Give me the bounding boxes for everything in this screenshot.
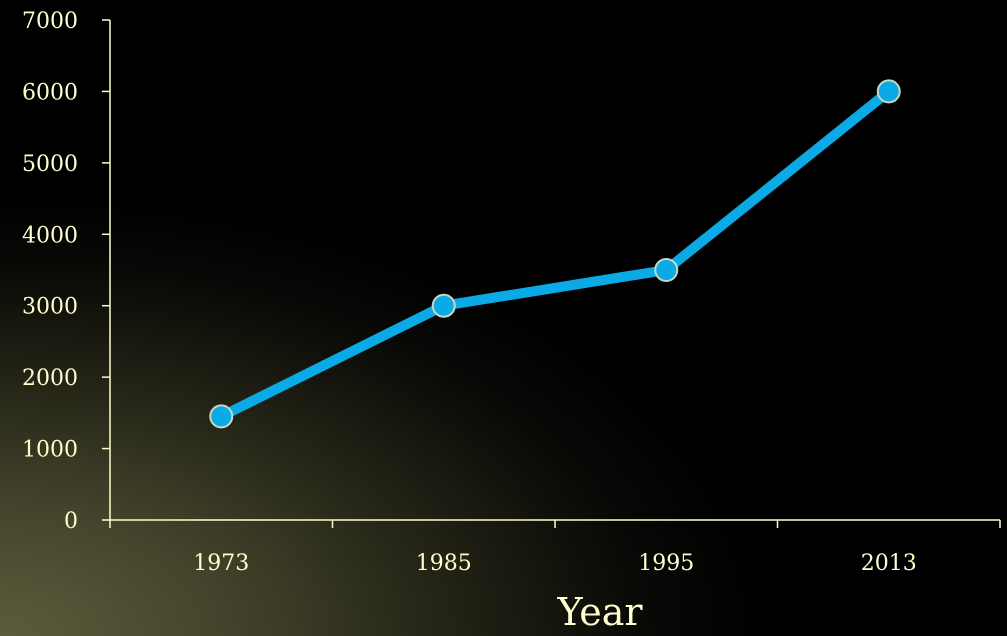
- data-point: [431, 293, 456, 318]
- y-tick-label: 3000: [22, 295, 78, 320]
- y-axis: 0 1000 2000 3000 4000 5000 6000 7000: [22, 9, 111, 534]
- y-tick-label: 1000: [22, 438, 78, 463]
- x-tick-label: 1995: [638, 551, 694, 576]
- y-tick-label: 2000: [22, 366, 78, 391]
- x-tick-label: 2013: [861, 551, 917, 576]
- y-tick-label: 4000: [22, 223, 78, 248]
- x-tick-label: 1985: [416, 551, 472, 576]
- x-tick-label: 1973: [193, 551, 249, 576]
- x-axis-title: Year: [556, 590, 643, 634]
- data-series: [209, 79, 901, 429]
- x-axis: 1973 1985 1995 2013: [109, 519, 1001, 576]
- series-line: [216, 86, 894, 422]
- data-point: [654, 258, 679, 282]
- data-point: [876, 79, 901, 104]
- y-tick-label: 7000: [22, 9, 78, 34]
- y-tick-label: 6000: [22, 80, 78, 105]
- y-tick-label: 0: [64, 509, 78, 534]
- y-tick-label: 5000: [22, 152, 78, 177]
- data-point: [209, 404, 234, 429]
